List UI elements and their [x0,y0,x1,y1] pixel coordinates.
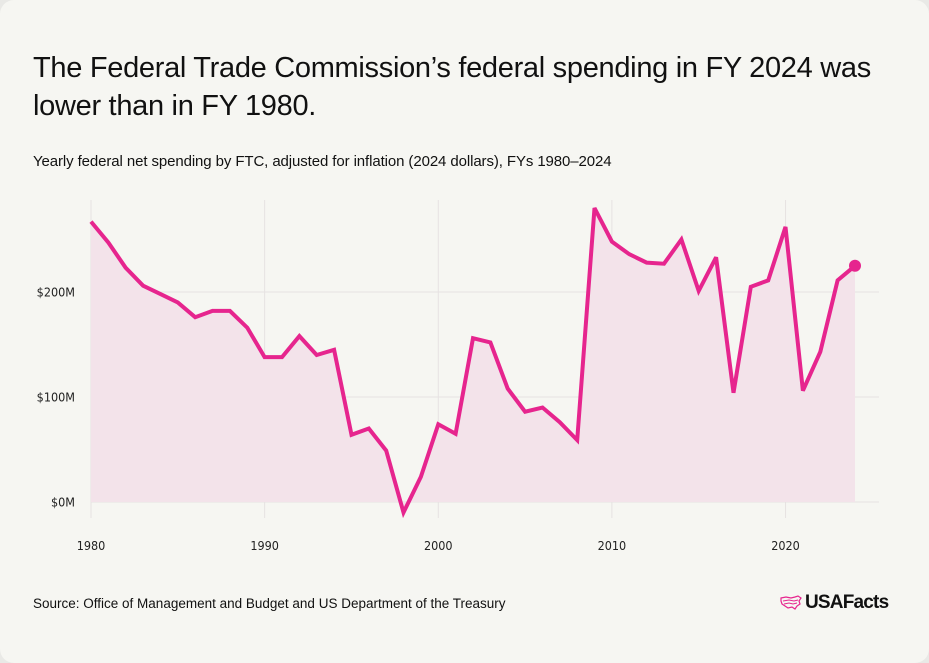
chart-title: The Federal Trade Commission’s federal s… [33,52,871,122]
area-fill [91,208,855,513]
x-tick-label: 2000 [424,538,453,553]
x-tick-label: 2020 [771,538,800,553]
chart-subtitle: Yearly federal net spending by FTC, adju… [33,153,612,170]
y-tick-label: $200M [37,285,75,300]
area-layer [91,208,855,513]
x-tick-label: 1990 [250,538,279,553]
x-tick-label: 1980 [77,538,106,553]
line-layer [89,207,861,519]
source-note: Source: Office of Management and Budget … [33,596,506,611]
line-chart: $0M $100M $200M 1980 1990 2000 2010 2020 [37,200,879,554]
usafacts-logo[interactable]: USAFacts [780,592,889,614]
y-tick-label: $0M [51,495,75,510]
y-tick-label: $100M [37,390,75,405]
last-point-marker [849,259,861,272]
usa-map-icon [780,595,802,610]
series-line [89,207,857,519]
axis-labels: $0M $100M $200M 1980 1990 2000 2010 2020 [37,285,800,554]
brand-name: USAFacts [805,592,889,613]
x-tick-label: 2010 [598,538,627,553]
